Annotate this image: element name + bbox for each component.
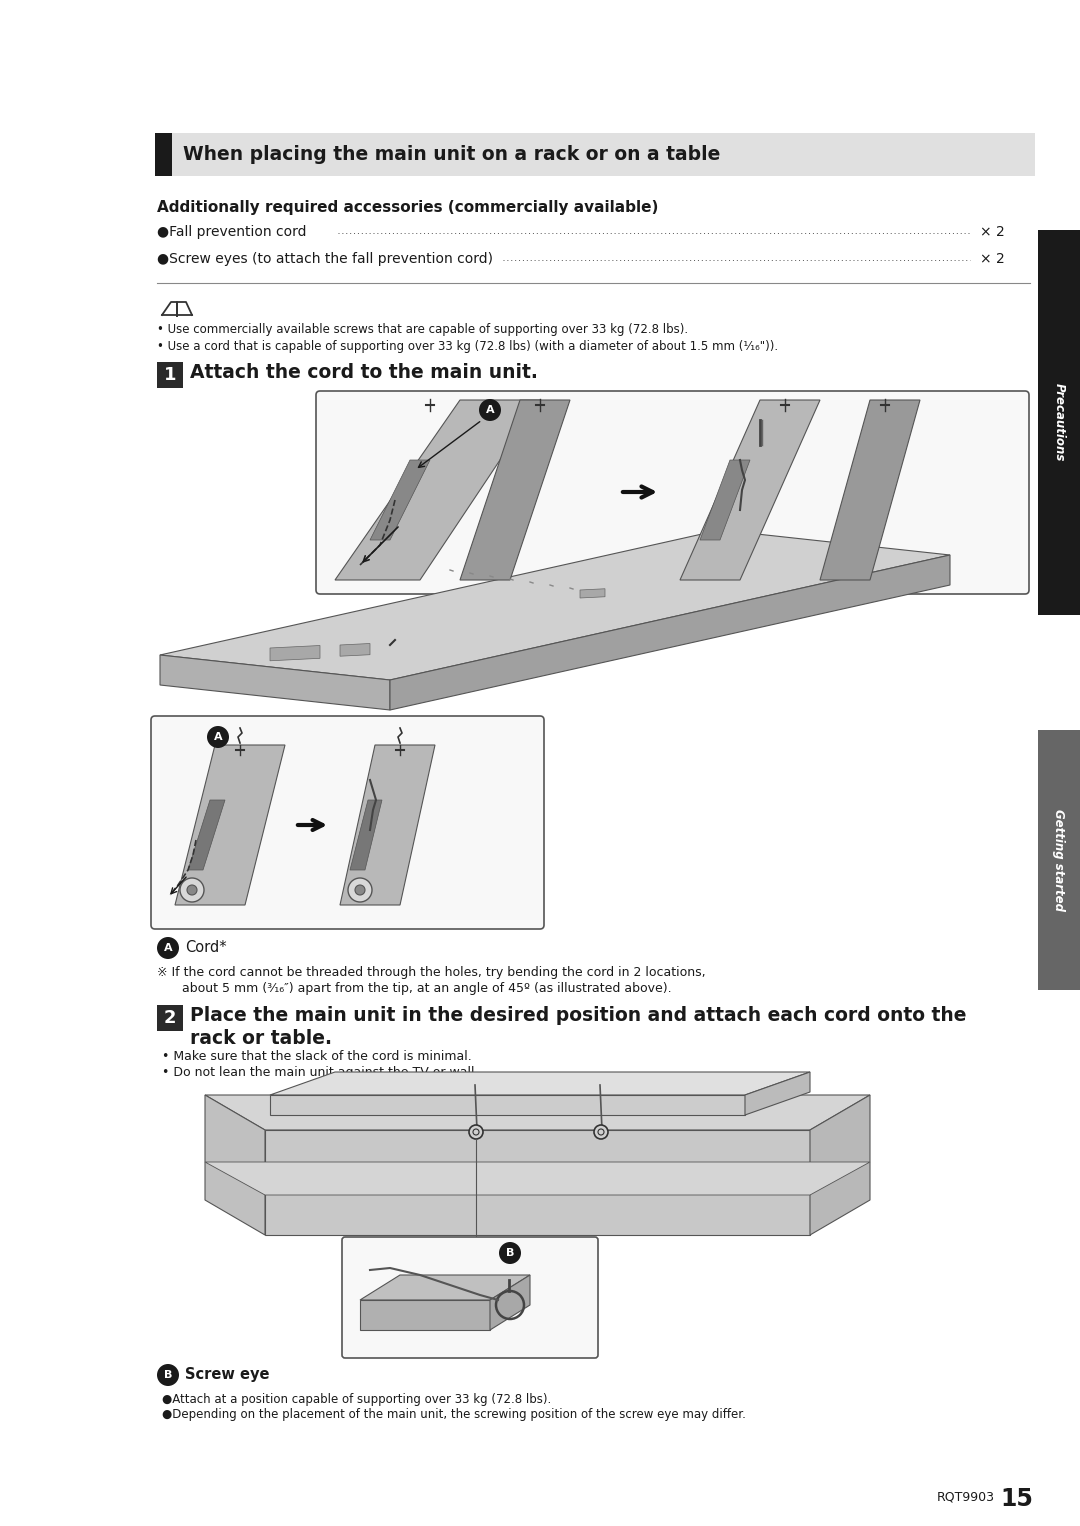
- FancyBboxPatch shape: [151, 716, 544, 929]
- Text: × 2: × 2: [980, 224, 1004, 240]
- Polygon shape: [205, 1096, 265, 1235]
- Polygon shape: [820, 400, 920, 580]
- Circle shape: [207, 726, 229, 748]
- Polygon shape: [205, 1161, 870, 1195]
- Polygon shape: [188, 800, 225, 870]
- Polygon shape: [370, 459, 430, 540]
- Text: ●Depending on the placement of the main unit, the screwing position of the screw: ●Depending on the placement of the main …: [162, 1408, 746, 1421]
- Text: • Use a cord that is capable of supporting over 33 kg (72.8 lbs) (with a diamete: • Use a cord that is capable of supporti…: [157, 340, 778, 353]
- Polygon shape: [157, 1006, 183, 1032]
- Circle shape: [469, 1125, 483, 1138]
- Polygon shape: [490, 1276, 530, 1331]
- Circle shape: [157, 1364, 179, 1386]
- FancyBboxPatch shape: [342, 1238, 598, 1358]
- Circle shape: [355, 885, 365, 896]
- Circle shape: [480, 398, 501, 421]
- Polygon shape: [810, 1096, 870, 1235]
- Circle shape: [180, 877, 204, 902]
- Text: • Use commercially available screws that are capable of supporting over 33 kg (7: • Use commercially available screws that…: [157, 324, 688, 336]
- Text: rack or table.: rack or table.: [190, 1029, 332, 1048]
- Polygon shape: [680, 400, 820, 580]
- Polygon shape: [1038, 729, 1080, 990]
- Polygon shape: [270, 1096, 745, 1116]
- Polygon shape: [700, 459, 750, 540]
- Text: B: B: [505, 1248, 514, 1257]
- Polygon shape: [265, 1129, 810, 1235]
- Text: When placing the main unit on a rack or on a table: When placing the main unit on a rack or …: [183, 145, 720, 163]
- Text: A: A: [164, 943, 173, 954]
- Polygon shape: [1038, 230, 1080, 615]
- Text: Place the main unit in the desired position and attach each cord onto the: Place the main unit in the desired posit…: [190, 1006, 967, 1025]
- Text: A: A: [486, 404, 495, 415]
- Text: about 5 mm (³⁄₁₆″) apart from the tip, at an angle of 45º (as illustrated above): about 5 mm (³⁄₁₆″) apart from the tip, a…: [170, 983, 672, 995]
- Polygon shape: [340, 745, 435, 905]
- Polygon shape: [160, 530, 950, 681]
- Polygon shape: [156, 133, 172, 175]
- Circle shape: [594, 1125, 608, 1138]
- Text: × 2: × 2: [980, 252, 1004, 266]
- Circle shape: [348, 877, 372, 902]
- Text: • Make sure that the slack of the cord is minimal.: • Make sure that the slack of the cord i…: [162, 1050, 472, 1064]
- Text: Screw eye: Screw eye: [185, 1367, 270, 1383]
- Text: 15: 15: [1000, 1486, 1032, 1511]
- Text: A: A: [214, 732, 222, 742]
- Polygon shape: [350, 800, 382, 870]
- Text: • Do not lean the main unit against the TV or wall.: • Do not lean the main unit against the …: [162, 1067, 478, 1079]
- Polygon shape: [360, 1276, 530, 1300]
- Polygon shape: [460, 400, 570, 580]
- FancyBboxPatch shape: [316, 391, 1029, 594]
- Circle shape: [187, 885, 197, 896]
- Text: Precautions: Precautions: [1053, 383, 1066, 461]
- Polygon shape: [745, 1071, 810, 1116]
- Text: B: B: [164, 1370, 172, 1380]
- Text: Cord*: Cord*: [185, 940, 227, 955]
- Polygon shape: [340, 644, 370, 656]
- Text: ●Fall prevention cord: ●Fall prevention cord: [157, 224, 307, 240]
- Polygon shape: [270, 1071, 810, 1096]
- Polygon shape: [270, 645, 320, 661]
- Polygon shape: [156, 133, 1035, 175]
- Text: ※ If the cord cannot be threaded through the holes, try bending the cord in 2 lo: ※ If the cord cannot be threaded through…: [157, 966, 705, 980]
- Text: Additionally required accessories (commercially available): Additionally required accessories (comme…: [157, 200, 659, 215]
- Polygon shape: [175, 745, 285, 905]
- Polygon shape: [335, 400, 540, 580]
- Text: 1: 1: [164, 366, 176, 385]
- Text: RQT9903: RQT9903: [937, 1489, 995, 1503]
- Text: 2: 2: [164, 1009, 176, 1027]
- Text: Getting started: Getting started: [1053, 809, 1066, 911]
- Polygon shape: [390, 555, 950, 710]
- Text: Attach the cord to the main unit.: Attach the cord to the main unit.: [190, 363, 538, 382]
- Circle shape: [157, 937, 179, 958]
- Polygon shape: [205, 1096, 870, 1129]
- Circle shape: [499, 1242, 521, 1264]
- Polygon shape: [160, 655, 390, 710]
- Polygon shape: [157, 362, 183, 388]
- Polygon shape: [580, 589, 605, 598]
- Polygon shape: [360, 1300, 490, 1331]
- Text: ●Screw eyes (to attach the fall prevention cord): ●Screw eyes (to attach the fall preventi…: [157, 252, 492, 266]
- Text: ●Attach at a position capable of supporting over 33 kg (72.8 lbs).: ●Attach at a position capable of support…: [162, 1393, 551, 1405]
